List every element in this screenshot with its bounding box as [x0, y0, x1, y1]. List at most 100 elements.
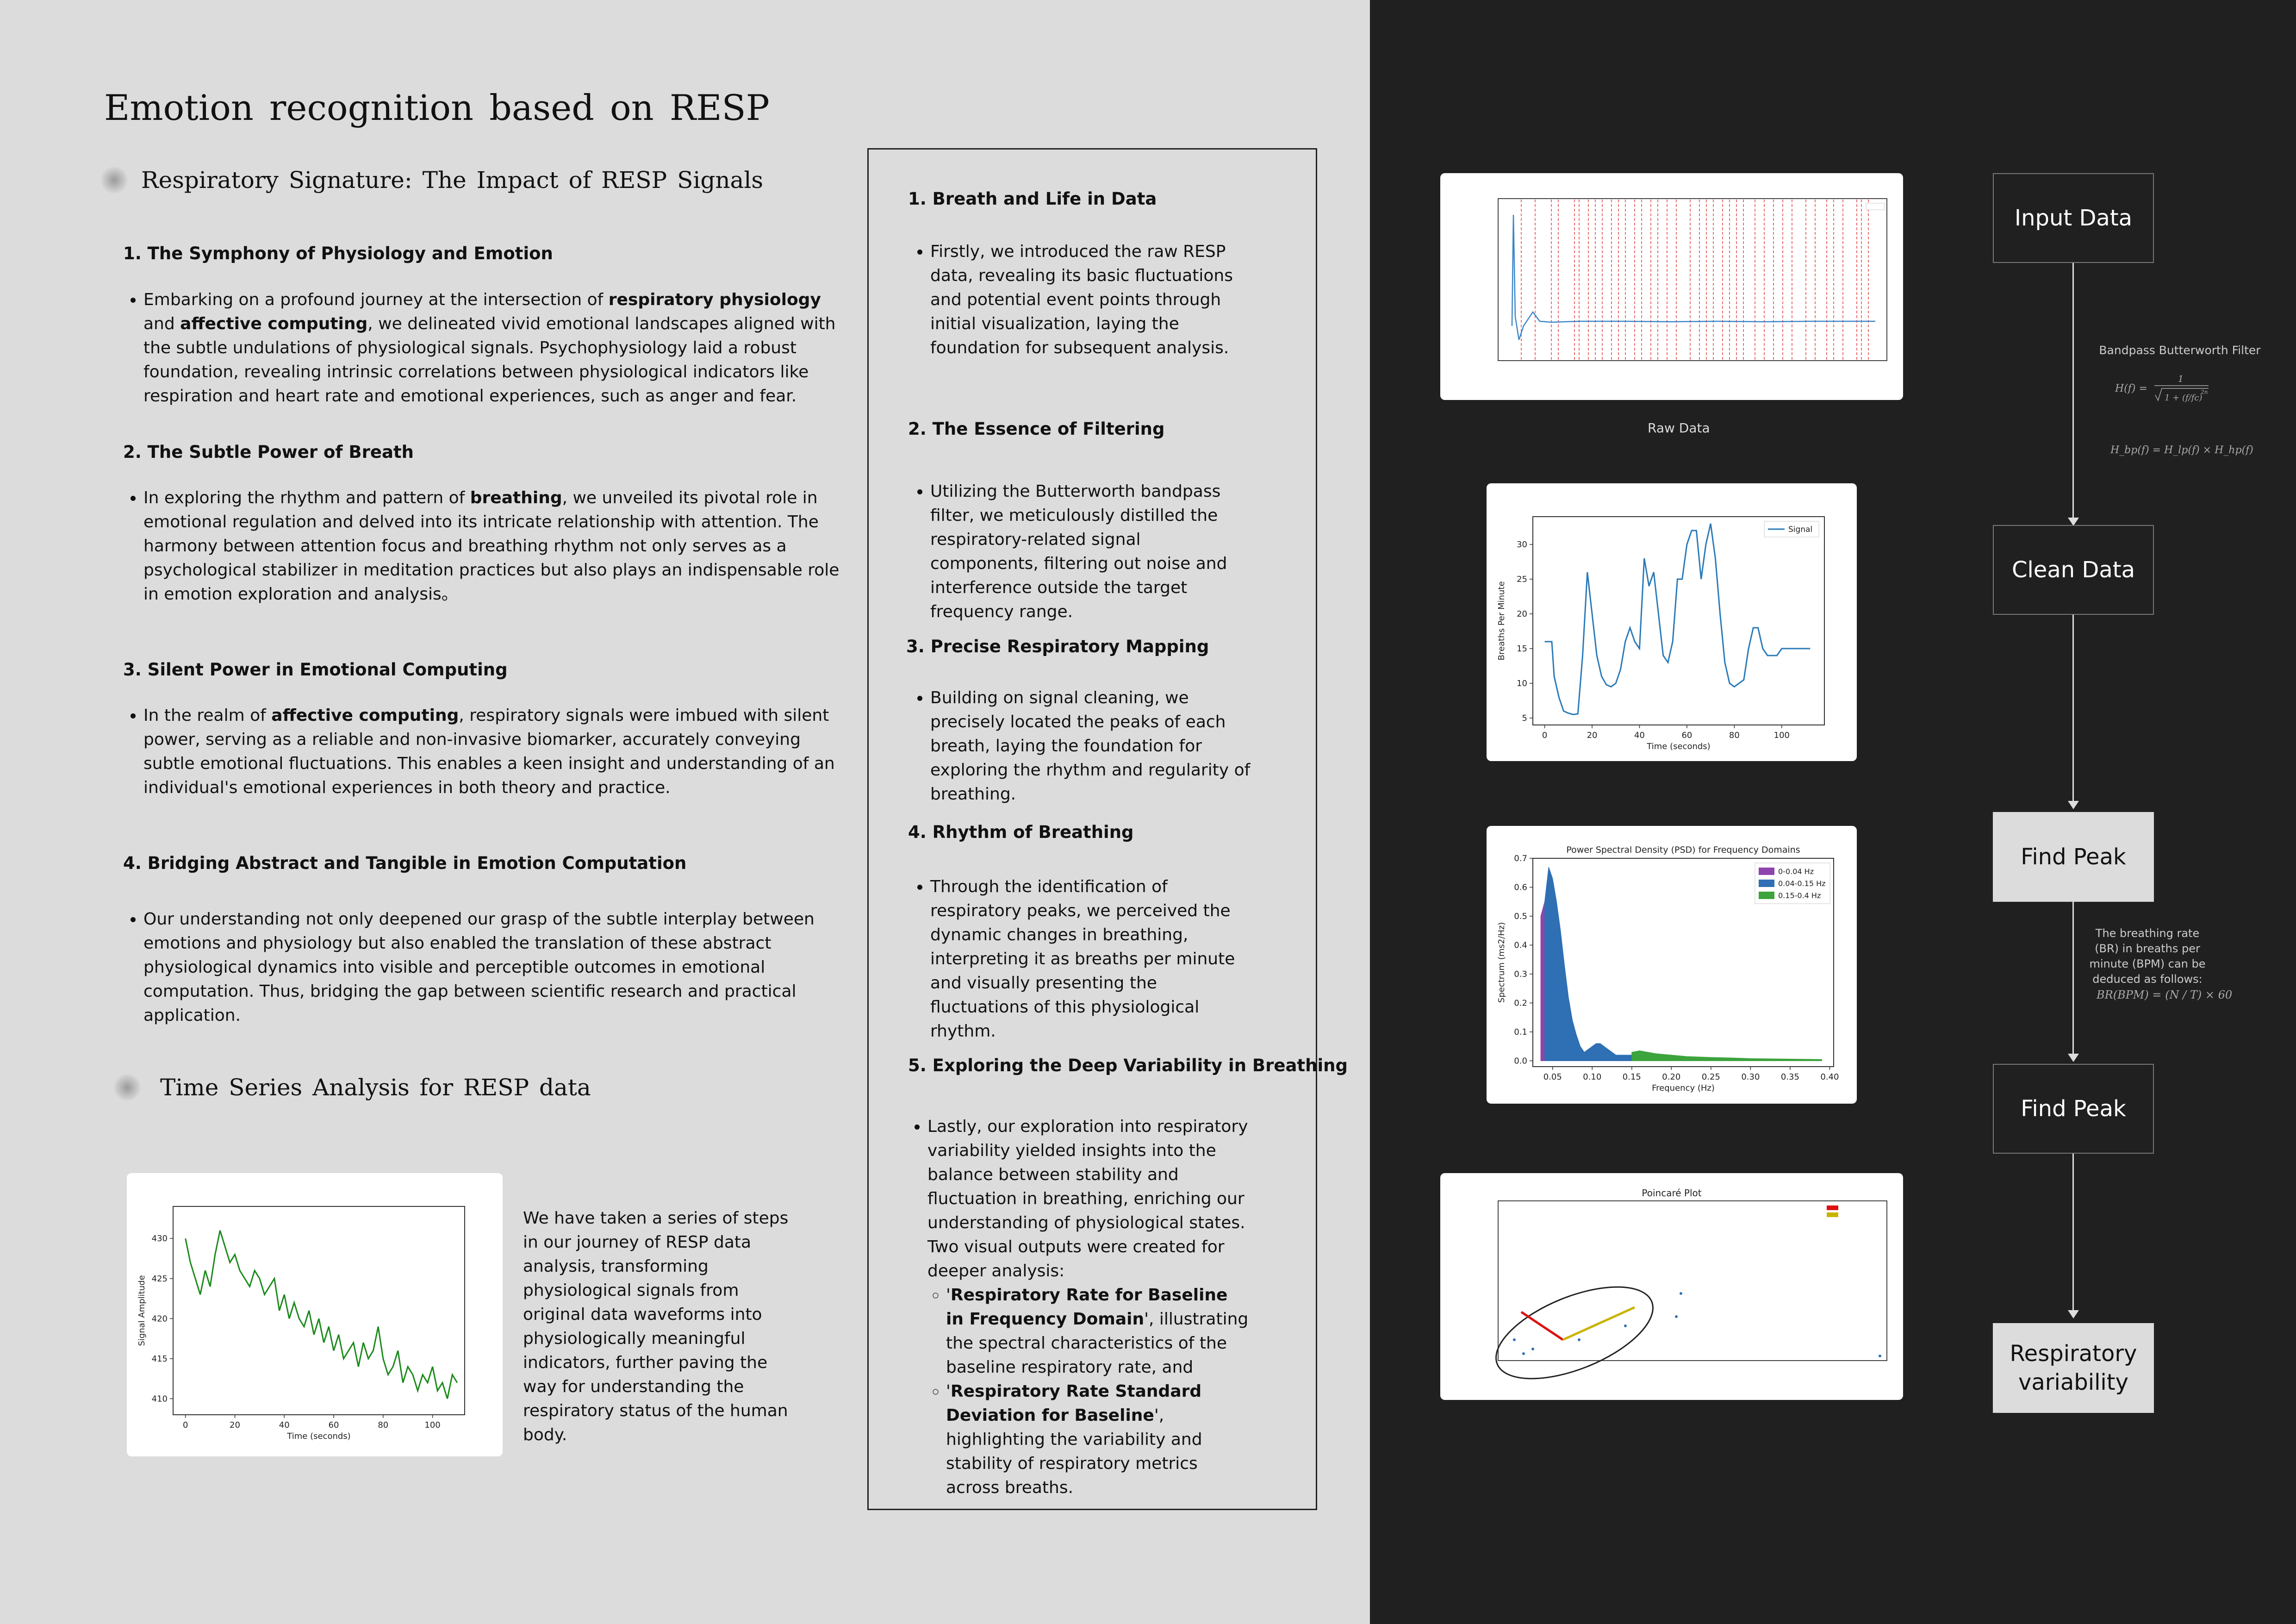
y-tick-label: 20	[1517, 609, 1527, 619]
y-tick-label: 0.4	[1514, 941, 1527, 950]
x-tick-label: 80	[378, 1420, 388, 1430]
legend-label: Signal	[1788, 525, 1812, 534]
legend-label: 0.04-0.15 Hz	[1778, 879, 1826, 888]
y-tick-label: 415	[152, 1354, 168, 1364]
y-tick-label: 0.1	[1514, 1027, 1527, 1037]
poincare-chart-card: Poincaré Plot	[1440, 1173, 1903, 1400]
x-tick-label: 0.25	[1702, 1072, 1720, 1082]
arrow-down-icon	[2068, 518, 2079, 526]
y-tick-label: 425	[152, 1274, 168, 1284]
bpm-chart: 0 20 40 60 80 100 5 10 15 20 25 30 Time (seconds) Bre…	[1497, 516, 1825, 751]
step-heading: 2. The Essence of Filtering	[908, 419, 1165, 439]
step-heading: 3. Precise Respiratory Mapping	[906, 637, 1209, 656]
step-paragraph: Through the identification of respirator…	[910, 875, 1252, 1043]
chart-title: Power Spectral Density (PSD) for Frequen…	[1566, 845, 1800, 855]
flow-connector	[2072, 263, 2074, 521]
area-series	[1540, 901, 1545, 1061]
x-tick-label: 0.35	[1781, 1072, 1799, 1082]
y-tick-label: 0.3	[1514, 969, 1527, 979]
item-paragraph: Our understanding not only deepened our …	[123, 907, 845, 1028]
y-axis-label: Spectrum (ms2/Hz)	[1497, 922, 1506, 1003]
item-paragraph: Embarking on a profound journey at the i…	[123, 288, 845, 408]
psd-chart-card: Power Spectral Density (PSD) for Frequen…	[1487, 826, 1857, 1104]
raw-data-caption: Raw Data	[1648, 420, 1710, 436]
x-tick-label: 0.10	[1583, 1072, 1601, 1082]
area-series	[1544, 867, 1632, 1061]
x-axis-label: Frequency (Hz)	[1652, 1083, 1715, 1093]
y-tick-label: 0.6	[1514, 883, 1527, 893]
y-axis-label: Breaths Per Minute	[1497, 581, 1506, 661]
y-tick-label: 430	[152, 1234, 168, 1243]
step-paragraph: Lastly, our exploration into respiratory…	[907, 1115, 1250, 1500]
psd-chart: Power Spectral Density (PSD) for Frequen…	[1497, 845, 1839, 1093]
raw-data-chart-card	[1440, 173, 1903, 400]
arrow-down-icon	[2068, 1054, 2079, 1062]
y-tick-label: 30	[1517, 540, 1527, 550]
x-axis-label: Time (seconds)	[1646, 742, 1710, 751]
x-tick-label: 60	[329, 1420, 339, 1430]
flow-connector	[2072, 615, 2074, 805]
amplitude-chart-card: 0 20 40 60 80 100 410 415 420 425 430 Time (seconds…	[127, 1173, 503, 1456]
area-series	[1631, 1050, 1822, 1061]
svg-text:1: 1	[2178, 373, 2184, 384]
bpm-chart-card: 0 20 40 60 80 100 5 10 15 20 25 30 Time (seconds) Bre…	[1487, 483, 1857, 761]
item-paragraph: In the realm of affective computing, res…	[123, 704, 845, 800]
section-heading: Respiratory Signature: The Impact of RES…	[141, 167, 763, 194]
formula-fraction: 1 1 + (f/fc) 2n	[2154, 373, 2209, 403]
x-tick-label: 0	[183, 1420, 188, 1430]
poincare-chart: Poincaré Plot	[1495, 1187, 1887, 1380]
section-bullet-icon	[101, 167, 128, 194]
y-tick-label: 25	[1517, 575, 1527, 584]
step-heading: 4. Rhythm of Breathing	[908, 822, 1134, 842]
flow-clean-data: Clean Data	[1993, 525, 2154, 615]
flow-find-peak-2: Find Peak	[1993, 1064, 2154, 1154]
y-tick-label: 10	[1517, 679, 1527, 688]
raw-data-chart	[1498, 198, 1887, 361]
step-paragraph: Utilizing the Butterworth bandpass filte…	[910, 480, 1252, 624]
filter-label: Bandpass Butterworth Filter	[2099, 344, 2261, 357]
x-tick-label: 100	[1774, 731, 1790, 740]
y-tick-label: 5	[1522, 713, 1527, 723]
item-heading: 3. Silent Power in Emotional Computing	[123, 660, 508, 680]
x-tick-label: 40	[279, 1420, 290, 1430]
item-heading: 4. Bridging Abstract and Tangible in Emo…	[123, 853, 687, 873]
flow-connector	[2072, 902, 2074, 1057]
steps-panel	[867, 148, 1317, 1510]
legend: Signal	[1764, 521, 1819, 537]
step-paragraph: Firstly, we introduced the raw RESP data…	[910, 240, 1252, 360]
x-axis-label: Time (seconds)	[286, 1431, 350, 1441]
flow-input-data: Input Data	[1993, 173, 2154, 263]
x-tick-label: 0.05	[1543, 1072, 1562, 1082]
y-tick-label: 420	[152, 1314, 168, 1324]
step-paragraph: Building on signal cleaning, we precisel…	[910, 686, 1252, 806]
x-tick-label: 60	[1681, 731, 1692, 740]
breathing-rate-formula: BR(BPM) = (N / T) × 60	[2097, 988, 2233, 1001]
legend-label: 0-0.04 Hz	[1778, 867, 1814, 876]
y-tick-label: 410	[152, 1394, 168, 1404]
y-tick-label: 0.0	[1514, 1056, 1527, 1066]
legend-swatch	[1759, 892, 1774, 899]
breathing-rate-note: The breathing rate (BR) in breaths per m…	[2089, 927, 2206, 986]
flow-find-peak: Find Peak	[1993, 812, 2154, 902]
filter-formula: H(f) = 1 1 + (f/fc) 2n	[2115, 373, 2211, 405]
x-tick-label: 20	[230, 1420, 240, 1430]
x-tick-label: 40	[1634, 731, 1645, 740]
plot-frame	[1532, 858, 1834, 1067]
x-tick-label: 0	[1542, 731, 1547, 740]
step-heading: 5. Exploring the Deep Variability in Bre…	[908, 1056, 1348, 1075]
section2-paragraph: We have taken a series of steps in our j…	[523, 1209, 789, 1444]
legend-swatch	[1759, 880, 1774, 887]
svg-text:2n: 2n	[2200, 389, 2208, 395]
item-paragraph: In exploring the rhythm and pattern of b…	[123, 486, 845, 606]
arrow-down-icon	[2068, 1310, 2079, 1318]
legend: 0-0.04 Hz 0.04-0.15 Hz 0.15-0.4 Hz	[1755, 862, 1830, 904]
x-tick-label: 0.15	[1623, 1072, 1641, 1082]
plot-frame	[1532, 516, 1825, 725]
x-tick-label: 80	[1729, 731, 1740, 740]
legend-swatch	[1759, 868, 1774, 875]
section-bullet-icon	[114, 1074, 141, 1101]
plot-frame	[173, 1206, 465, 1415]
svg-text:1 + (f/fc): 1 + (f/fc)	[2165, 393, 2203, 403]
x-tick-label: 0.30	[1741, 1072, 1760, 1082]
x-tick-label: 0.40	[1820, 1072, 1839, 1082]
